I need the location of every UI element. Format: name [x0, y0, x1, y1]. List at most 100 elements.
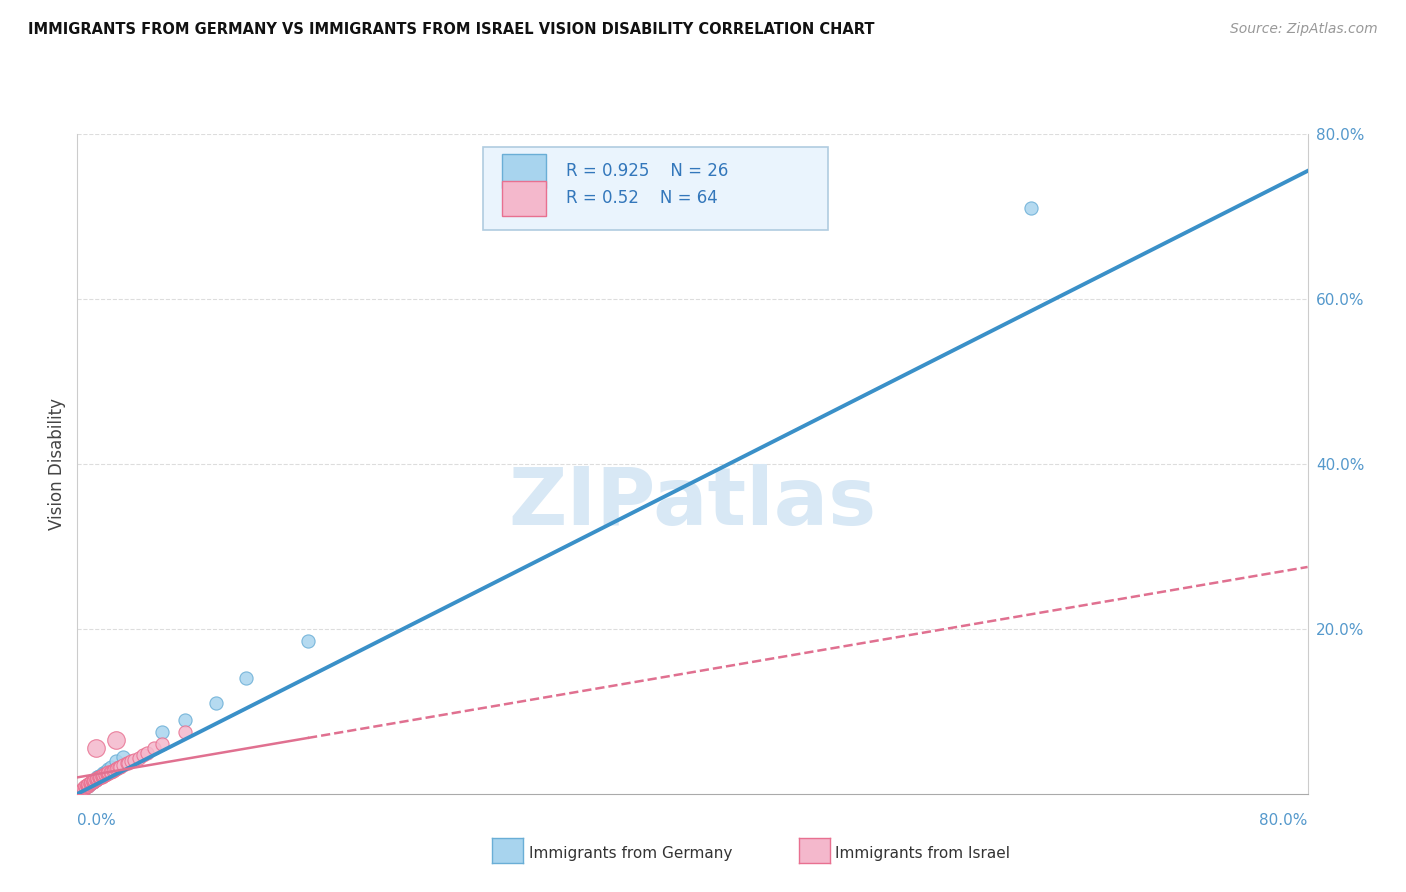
Point [105, 761, 128, 775]
Point [115, 756, 138, 771]
Point [83, 773, 105, 788]
Point [73, 780, 96, 795]
Point [97, 762, 120, 776]
Point [103, 763, 125, 777]
Point [79, 776, 101, 790]
Point [93, 766, 115, 780]
Point [73, 781, 96, 796]
Point [89, 770, 111, 785]
Point [72, 781, 94, 796]
Point [94, 764, 117, 779]
Point [132, 748, 155, 763]
Point [150, 737, 173, 751]
Point [82, 775, 104, 789]
Point [94, 767, 117, 781]
Point [93, 768, 115, 782]
Point [90, 770, 114, 784]
Point [110, 759, 132, 773]
Point [73, 780, 96, 794]
Point [70, 782, 93, 797]
Text: IMMIGRANTS FROM GERMANY VS IMMIGRANTS FROM ISRAEL VISION DISABILITY CORRELATION : IMMIGRANTS FROM GERMANY VS IMMIGRANTS FR… [28, 22, 875, 37]
Point [96, 764, 118, 778]
Point [235, 671, 257, 685]
Point [89, 770, 111, 785]
Point [80, 774, 103, 789]
Point [87, 770, 110, 785]
Point [77, 778, 100, 792]
Point [86, 770, 108, 785]
Point [98, 765, 121, 780]
Point [69, 784, 91, 798]
Point [117, 756, 139, 770]
Text: 80.0%: 80.0% [1260, 814, 1308, 828]
Point [112, 758, 135, 772]
Point [76, 779, 98, 793]
Point [87, 769, 110, 783]
Point [84, 772, 107, 787]
FancyBboxPatch shape [484, 147, 828, 229]
Point [100, 764, 122, 779]
Point [80, 776, 103, 790]
Point [174, 725, 197, 739]
Point [72, 782, 94, 797]
Point [77, 779, 100, 793]
Point [82, 774, 104, 789]
Point [80, 775, 103, 789]
Point [101, 764, 124, 778]
Point [128, 750, 150, 764]
Point [143, 741, 166, 756]
Point [204, 696, 226, 710]
Point [69, 783, 91, 797]
Text: Immigrants from Israel: Immigrants from Israel [835, 847, 1010, 861]
Point [87, 771, 110, 785]
Text: ZIPatlas: ZIPatlas [509, 465, 876, 542]
Point [135, 747, 157, 761]
Y-axis label: Vision Disability: Vision Disability [48, 398, 66, 530]
Point [76, 778, 98, 792]
Point [297, 634, 319, 648]
Point [96, 767, 118, 781]
Text: R = 0.52    N = 64: R = 0.52 N = 64 [565, 189, 717, 208]
FancyBboxPatch shape [502, 181, 546, 216]
Point [80, 776, 103, 790]
Point [83, 773, 105, 788]
Point [84, 772, 107, 786]
Point [77, 779, 100, 793]
Point [90, 768, 114, 782]
Point [76, 779, 98, 793]
Text: Immigrants from Germany: Immigrants from Germany [529, 847, 733, 861]
Text: Source: ZipAtlas.com: Source: ZipAtlas.com [1230, 22, 1378, 37]
Point [1019, 201, 1042, 215]
Point [100, 759, 122, 773]
Point [82, 773, 104, 788]
Point [112, 749, 135, 764]
Point [77, 777, 100, 791]
Point [73, 780, 96, 795]
Point [72, 781, 94, 796]
Point [79, 777, 101, 791]
Point [174, 713, 197, 727]
Point [83, 772, 105, 787]
Point [108, 760, 131, 774]
Point [86, 772, 108, 786]
Point [104, 733, 127, 747]
Point [90, 769, 114, 783]
Point [120, 754, 142, 768]
Point [70, 783, 93, 797]
Point [82, 774, 104, 789]
Point [96, 766, 118, 780]
FancyBboxPatch shape [502, 153, 546, 188]
Point [84, 772, 107, 787]
Point [94, 768, 117, 782]
Point [104, 762, 127, 776]
Text: 0.0%: 0.0% [77, 814, 117, 828]
Point [97, 766, 120, 780]
Point [89, 770, 111, 784]
Point [67, 785, 90, 799]
Point [70, 782, 93, 797]
Point [104, 754, 127, 768]
Point [93, 769, 115, 783]
Point [79, 777, 101, 791]
Point [76, 780, 98, 794]
Point [86, 771, 108, 785]
